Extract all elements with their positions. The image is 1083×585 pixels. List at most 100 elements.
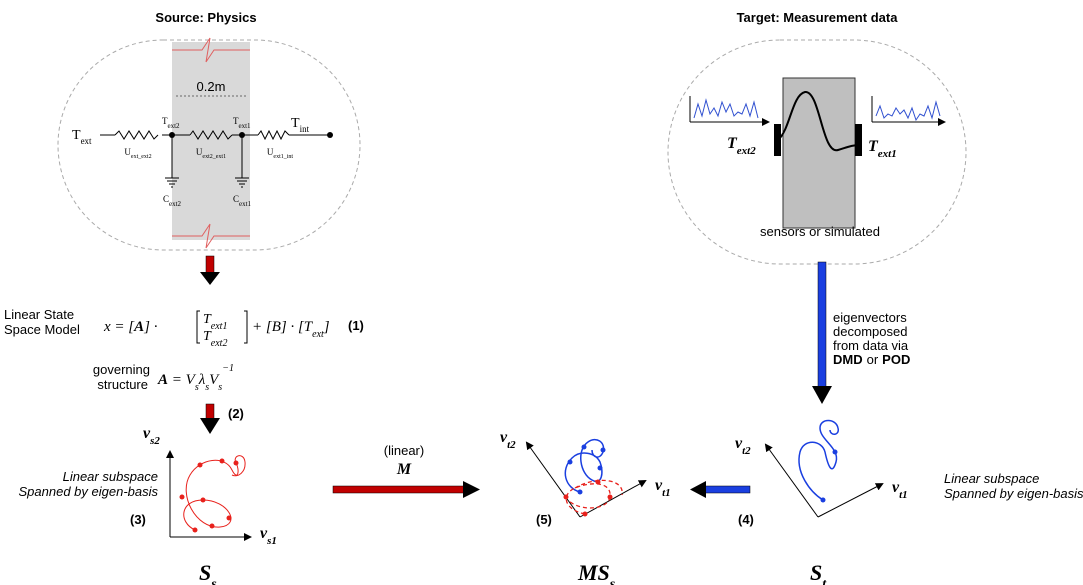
decomposition-note: eigenvectors decomposed from data via DMD or… bbox=[833, 310, 910, 367]
arrow-shaft bbox=[205, 403, 215, 421]
label-base: T bbox=[727, 135, 738, 152]
break-line bbox=[172, 223, 250, 249]
arrow-shaft bbox=[703, 485, 751, 494]
arrow-head bbox=[463, 481, 480, 498]
label-base: T bbox=[72, 128, 81, 143]
model-label: Linear State Space Model bbox=[4, 307, 80, 337]
shape bbox=[567, 459, 573, 465]
label-sub: ext2 bbox=[169, 200, 182, 208]
step-label: (2) bbox=[228, 406, 244, 421]
sensor bbox=[855, 124, 862, 156]
trajectory-points bbox=[567, 444, 606, 495]
space-symbol: MSs bbox=[577, 560, 616, 585]
method: POD bbox=[882, 352, 910, 367]
source-title: Source: Physics bbox=[155, 10, 256, 25]
label-sub: t2 bbox=[742, 445, 751, 457]
label-line: Space Model bbox=[4, 322, 80, 337]
eq-sub: s bbox=[218, 382, 222, 393]
label-base: T bbox=[203, 329, 212, 344]
eq-sub: s bbox=[195, 382, 199, 393]
resistor-label: Uext_ext2 bbox=[124, 147, 151, 160]
shape bbox=[563, 494, 569, 500]
step-label: (3) bbox=[130, 512, 146, 527]
label-sub: ext2 bbox=[168, 122, 181, 130]
specimen bbox=[782, 77, 856, 229]
label-sub: ext2_ext1 bbox=[202, 154, 226, 160]
label-sub: s bbox=[609, 577, 616, 585]
arrow-shaft bbox=[817, 261, 827, 389]
step-label: (4) bbox=[738, 512, 754, 527]
capacitor-label: Cext1 bbox=[233, 194, 252, 208]
mapping-label: (linear) bbox=[384, 443, 424, 458]
label-sub: ext1 bbox=[878, 148, 897, 160]
shape bbox=[820, 497, 826, 503]
label-base: T bbox=[868, 138, 879, 155]
label-base: S bbox=[199, 560, 211, 585]
label-line: structure bbox=[97, 377, 148, 392]
label-base: C bbox=[163, 194, 169, 204]
arrow-head bbox=[690, 481, 706, 498]
source-trajectory-mapped bbox=[565, 479, 623, 515]
shape bbox=[600, 447, 606, 453]
axis-label: vs1 bbox=[260, 525, 277, 547]
dimension-label: 0.2m bbox=[197, 79, 226, 94]
space-symbol: St bbox=[810, 560, 827, 585]
eq-sup: −1 bbox=[222, 363, 234, 374]
capacitor-label: Cext2 bbox=[163, 194, 182, 208]
axis-label: vt1 bbox=[892, 479, 908, 501]
wall-section bbox=[172, 42, 250, 240]
label-sub: ext2 bbox=[211, 338, 228, 349]
shape bbox=[832, 449, 838, 455]
arrow-shaft bbox=[205, 255, 215, 275]
matrix-entry: Text1 bbox=[203, 312, 227, 332]
label-base: v bbox=[260, 525, 268, 542]
eq-part: ] · bbox=[143, 319, 157, 335]
axis bbox=[764, 443, 819, 518]
label-line: Spanned by eigen-basis bbox=[19, 484, 159, 499]
arrow-head bbox=[812, 386, 832, 404]
axis-label: vs2 bbox=[143, 425, 160, 447]
label-sub: ext_ext2 bbox=[131, 154, 152, 160]
label-line: governing bbox=[93, 362, 150, 377]
sensor-label: Text2 bbox=[727, 135, 756, 157]
target-trajectory bbox=[798, 419, 839, 501]
label-line: decomposed bbox=[833, 324, 907, 339]
label-sub: ext2 bbox=[737, 145, 756, 157]
shape bbox=[595, 479, 601, 485]
step-label: (5) bbox=[536, 512, 552, 527]
shape bbox=[226, 515, 232, 521]
sensor bbox=[774, 124, 781, 156]
axis bbox=[579, 480, 647, 518]
trajectory bbox=[183, 455, 246, 531]
shape bbox=[233, 460, 239, 466]
label-sub: ext bbox=[312, 329, 324, 340]
axis bbox=[525, 441, 581, 518]
eq-part: λ bbox=[198, 372, 206, 388]
eq-part: A bbox=[133, 319, 144, 335]
label-base: U bbox=[124, 147, 131, 157]
axis bbox=[817, 483, 884, 518]
label-sub: s1 bbox=[266, 535, 277, 547]
target-title: Target: Measurement data bbox=[737, 10, 899, 25]
shape bbox=[871, 96, 944, 122]
matrix-entry: Text2 bbox=[203, 329, 227, 349]
shape bbox=[197, 462, 203, 468]
label-sub: int bbox=[300, 124, 310, 134]
label-base: T bbox=[304, 319, 314, 335]
matrix-bracket bbox=[196, 310, 248, 344]
label-sub: ext bbox=[81, 136, 92, 146]
arrow-shaft bbox=[332, 485, 466, 494]
label-sub: t1 bbox=[662, 487, 671, 499]
shape bbox=[875, 100, 941, 122]
shape bbox=[257, 129, 290, 141]
signal-plot bbox=[689, 96, 944, 122]
label-base: T bbox=[203, 312, 212, 327]
sensor-label: Text1 bbox=[868, 138, 897, 160]
label-line: from data via bbox=[833, 338, 909, 353]
shape bbox=[114, 130, 159, 140]
method: DMD bbox=[833, 352, 863, 367]
label-base: T bbox=[162, 116, 168, 126]
label-line: Spanned by eigen-basis bbox=[944, 486, 1083, 501]
